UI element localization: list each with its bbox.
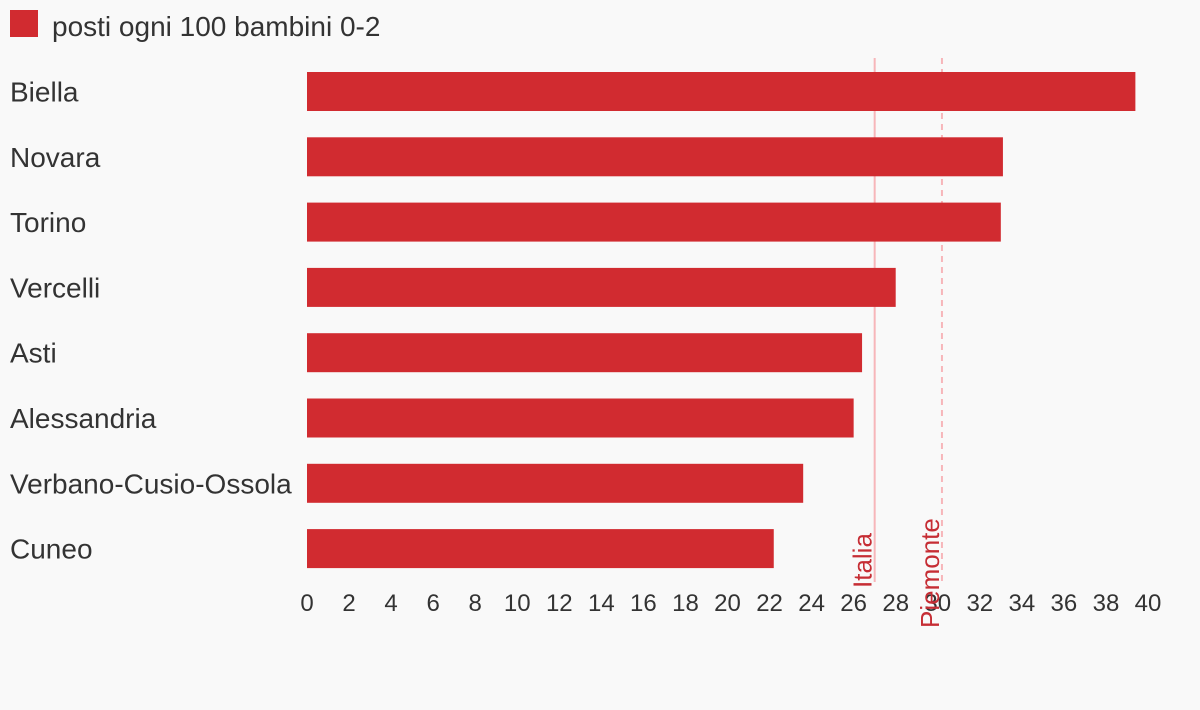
category-labels: Biella Novara Torino Vercelli Asti Alessandri… <box>10 77 292 565</box>
x-tick-label: 20 <box>714 590 741 617</box>
legend: posti ogni 100 bambini 0-2 <box>10 10 380 42</box>
x-tick-label: 24 <box>798 590 825 617</box>
x-tick-label: 30 <box>924 590 951 617</box>
category-label: Alessandria <box>10 403 157 434</box>
bar-vercelli <box>307 267 896 307</box>
x-tick-label: 12 <box>546 590 573 617</box>
x-tick-label: 28 <box>882 590 909 617</box>
x-tick-label: 2 <box>342 590 355 617</box>
x-tick-label: 4 <box>384 590 397 617</box>
x-tick-label: 0 <box>300 590 313 617</box>
category-label: Verbano-Cusio-Ossola <box>10 468 292 499</box>
x-tick-label: 26 <box>840 590 867 617</box>
x-axis-ticks: 0 2 4 6 8 10 12 14 16 18 20 22 24 26 28 30 32 34 36 38 40 <box>300 590 1161 617</box>
x-tick-label: 38 <box>1093 590 1120 617</box>
reference-label-italia: Italia <box>848 533 878 588</box>
x-tick-label: 22 <box>756 590 783 617</box>
x-tick-label: 18 <box>672 590 699 617</box>
x-tick-label: 40 <box>1135 590 1162 617</box>
x-tick-label: 34 <box>1008 590 1035 617</box>
reference-labels: Italia Piemonte <box>848 518 945 628</box>
bar-verbano-cusio-ossola <box>307 463 804 503</box>
category-label: Asti <box>10 338 57 369</box>
category-label: Biella <box>10 77 79 108</box>
x-tick-label: 16 <box>630 590 657 617</box>
x-tick-label: 36 <box>1051 590 1078 617</box>
category-label: Novara <box>10 142 101 173</box>
x-tick-label: 10 <box>504 590 531 617</box>
bar-asti <box>307 333 863 373</box>
bar-novara <box>307 137 1003 177</box>
x-tick-label: 8 <box>469 590 482 617</box>
bar-cuneo <box>307 529 774 569</box>
bar-alessandria <box>307 398 854 438</box>
x-tick-label: 32 <box>966 590 993 617</box>
bars <box>307 72 1136 569</box>
legend-swatch <box>10 10 38 37</box>
category-label: Torino <box>10 207 86 238</box>
x-tick-label: 6 <box>426 590 439 617</box>
reference-label-piemonte: Piemonte <box>915 518 945 628</box>
bar-biella <box>307 72 1136 111</box>
reference-lines <box>873 58 943 582</box>
bar-torino <box>307 202 1001 242</box>
category-label: Vercelli <box>10 272 100 303</box>
x-tick-label: 14 <box>588 590 615 617</box>
category-label: Cuneo <box>10 534 93 565</box>
legend-label: posti ogni 100 bambini 0-2 <box>52 11 380 42</box>
